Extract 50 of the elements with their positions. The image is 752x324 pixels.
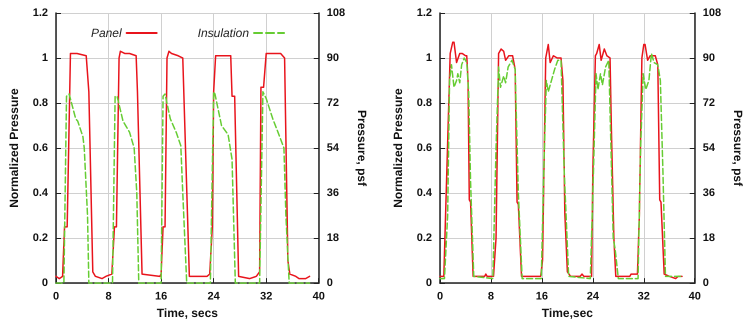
y2-tick-label: 0 <box>326 277 333 290</box>
y2-tick-label: 18 <box>702 232 715 244</box>
y2-tick-label: 54 <box>702 142 716 154</box>
y2-tick-label: 54 <box>326 142 340 154</box>
y-tick-label: 0.4 <box>32 187 49 200</box>
y2-tick-label: 36 <box>326 187 339 200</box>
y2-tick-label: 0 <box>702 277 709 290</box>
x-tick-label: 0 <box>52 290 60 303</box>
y-tick-label: 0.8 <box>416 97 432 110</box>
x-tick-label: 32 <box>638 290 650 303</box>
x-tick-label: 40 <box>312 290 325 303</box>
x-tick-label: 8 <box>488 290 494 303</box>
x-tick-label: 24 <box>208 290 221 303</box>
y-tick-label: 0 <box>426 277 432 290</box>
y-axis-title: Normalized Pressure <box>7 88 21 208</box>
x-tick-label: 32 <box>260 290 272 303</box>
y2-tick-label: 108 <box>326 7 346 19</box>
x-tick-label: 8 <box>105 290 112 303</box>
x-tick-label: 0 <box>436 290 444 303</box>
y2-axis-title: Pressure, psf <box>731 110 745 188</box>
y-tick-label: 1 <box>42 52 48 64</box>
legend-label: Panel <box>90 26 122 40</box>
x-axis-title: Time,sec <box>542 306 594 320</box>
y-tick-label: 0.2 <box>32 232 48 244</box>
x-tick-label: 40 <box>688 290 701 303</box>
y-tick-label: 1 <box>426 52 432 64</box>
y2-tick-label: 72 <box>702 97 715 110</box>
x-tick-label: 16 <box>154 290 168 303</box>
y2-tick-label: 36 <box>702 187 715 200</box>
x-tick-label: 16 <box>536 290 548 303</box>
y-tick-label: 1.2 <box>32 7 48 19</box>
y2-tick-label: 90 <box>702 52 715 64</box>
y-tick-label: 0 <box>42 277 48 290</box>
y2-tick-label: 108 <box>702 7 722 19</box>
x-axis-title: Time, secs <box>156 306 218 320</box>
y-tick-label: 0.8 <box>32 97 48 110</box>
y-tick-label: 0.6 <box>416 142 432 154</box>
y-tick-label: 0.4 <box>416 187 433 200</box>
legend-label: Insulation <box>198 26 250 40</box>
y-tick-label: 0.2 <box>416 232 432 244</box>
y-axis-title: Normalized Pressure <box>391 88 405 208</box>
y2-tick-label: 72 <box>326 97 339 110</box>
y2-axis-title: Pressure, psf <box>355 110 369 188</box>
y2-tick-label: 18 <box>326 232 339 244</box>
y-tick-label: 1.2 <box>416 7 432 19</box>
y-tick-label: 0.6 <box>32 142 48 154</box>
y2-tick-label: 90 <box>326 52 339 64</box>
line-series <box>55 91 310 284</box>
x-tick-label: 24 <box>586 290 600 303</box>
line-series <box>55 50 310 280</box>
